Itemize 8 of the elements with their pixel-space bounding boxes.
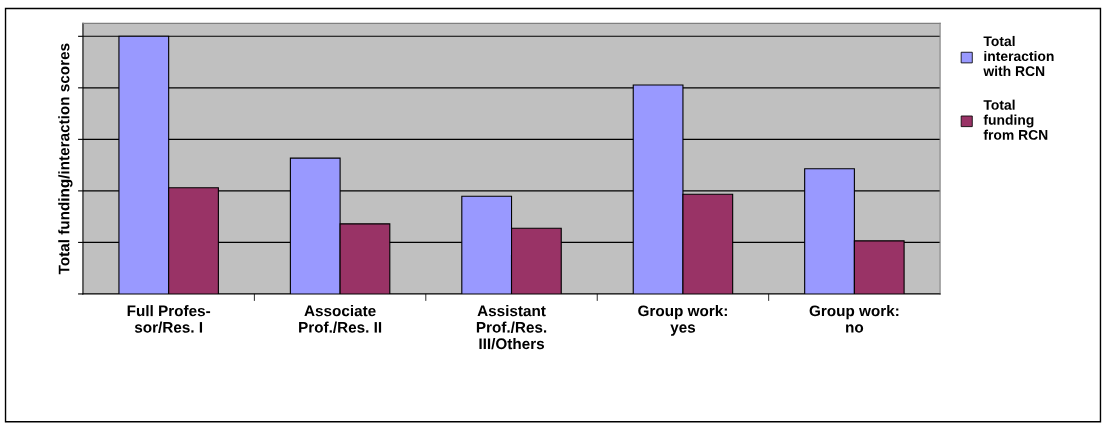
x-tick-label: Assistant Prof./Res. III/Others [476, 305, 547, 350]
x-tick-label: Full Profes- sor/Res. I [127, 305, 211, 333]
legend-label: Total interaction with RCN [983, 35, 1054, 77]
legend-label: Total funding from RCN [983, 99, 1048, 140]
y-axis-title: Total funding/interaction scores [58, 43, 73, 275]
x-tick-label: Associate Prof./Res. II [299, 305, 382, 333]
x-tick-label: Group work: yes [638, 305, 727, 336]
x-tick-label: Group work: no [809, 305, 899, 333]
